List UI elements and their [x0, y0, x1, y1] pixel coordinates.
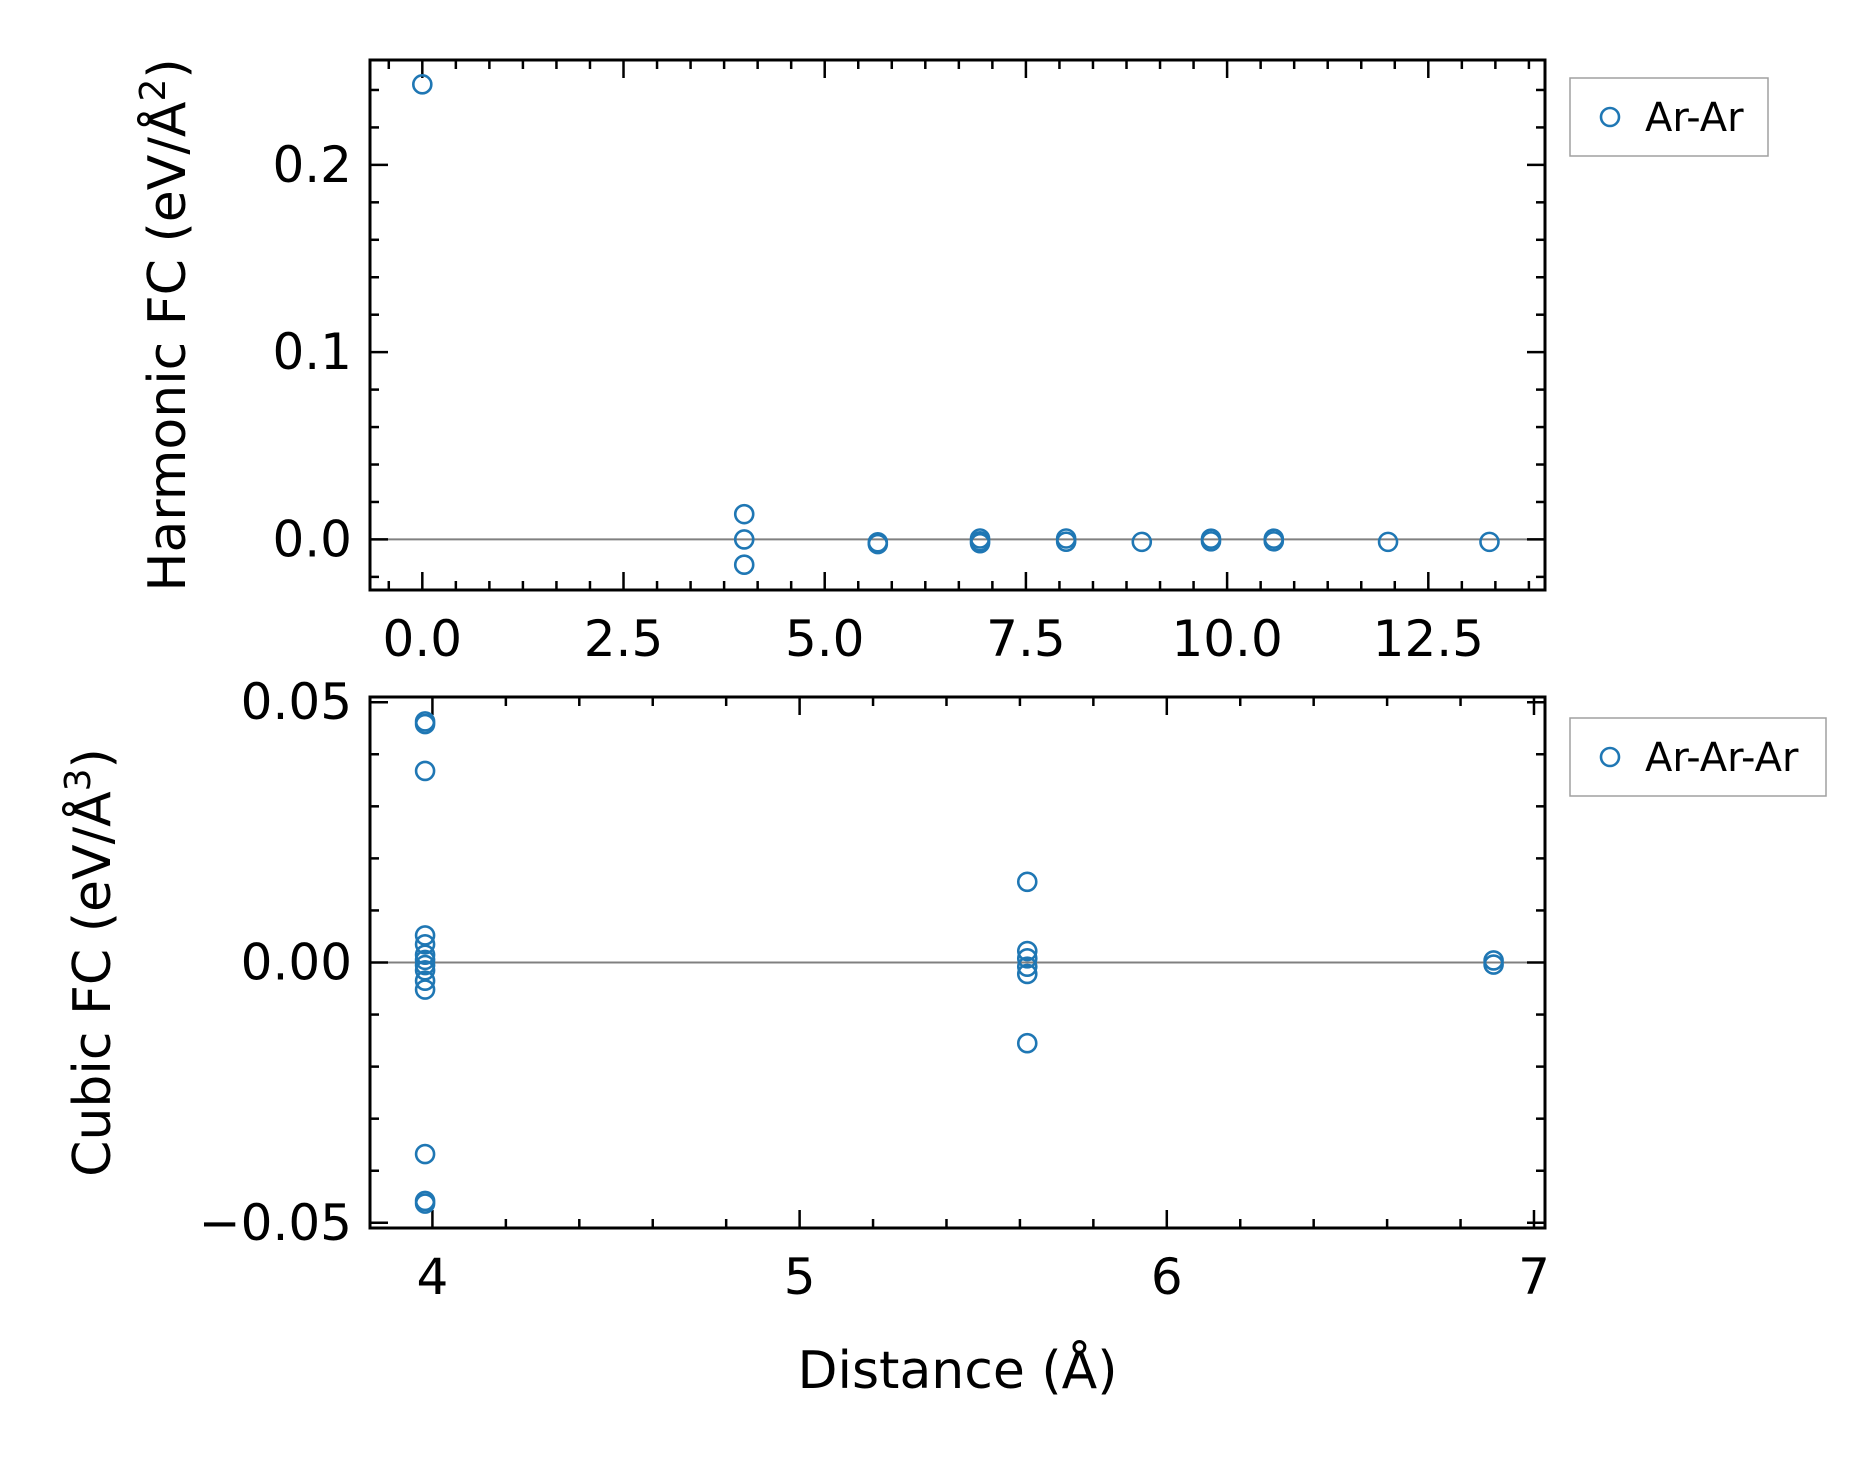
x-tick-label: 2.5: [584, 610, 664, 668]
data-point: [1131, 531, 1153, 553]
legend: Ar-Ar: [1569, 77, 1769, 157]
data-point: [733, 503, 755, 525]
x-tick-label: 5.0: [785, 610, 865, 668]
data-point: [733, 554, 755, 576]
data-point: [1016, 1032, 1038, 1054]
x-tick-label: 7.5: [986, 610, 1066, 668]
y-tick-label: 0.00: [241, 934, 352, 992]
y-tick-label: 0.2: [272, 136, 352, 194]
cubic-fc-panel: 4 5 6 7 −0.05 0.00 0.05 Cubic FC (eV/Å3) Distanc…: [58, 673, 1827, 1401]
data-point: [1016, 940, 1038, 962]
legend-marker: [1599, 746, 1621, 768]
data-point: [1479, 531, 1500, 553]
legend: Ar-Ar-Ar: [1569, 717, 1827, 797]
y-tick-label: 0.0: [272, 510, 352, 568]
harmonic-fc-panel: 0.0 2.5 5.0 7.5 10.0 12.5 0.0 0.1 0.2 Harmonic FC…: [133, 58, 1769, 668]
y-axis-label: Harmonic FC (eV/Å2): [133, 58, 198, 591]
data-point: [414, 949, 436, 971]
y-tick-label: −0.05: [199, 1194, 352, 1252]
data-point: [733, 529, 755, 550]
x-tick-label: 5: [784, 1248, 816, 1306]
data-point: [1055, 531, 1077, 552]
x-tick-label: 4: [417, 1248, 449, 1306]
x-axis-label: Distance (Å): [797, 1339, 1117, 1401]
legend-box: [1569, 717, 1827, 797]
data-point: [412, 74, 433, 95]
data-point: [1016, 963, 1038, 985]
x-tick-label: 6: [1151, 1248, 1183, 1306]
data-point: [1377, 531, 1399, 553]
data-point: [867, 533, 889, 555]
y-axis-label: Cubic FC (eV/Å3): [58, 748, 123, 1177]
data-point: [414, 1193, 436, 1214]
data-point: [1483, 950, 1504, 971]
y-tick-label: 0.1: [272, 323, 352, 381]
x-tick-label: 7: [1518, 1248, 1550, 1306]
data-point: [414, 979, 436, 1000]
data-point: [1016, 948, 1038, 969]
data-point: [1263, 531, 1285, 552]
data-point: [414, 944, 436, 965]
plot-frame: [368, 695, 1547, 1230]
data-point: [414, 970, 436, 992]
data-point: [414, 713, 436, 735]
data-point: [414, 760, 436, 782]
legend-label: Ar-Ar-Ar: [1645, 735, 1799, 781]
data-point: [1016, 871, 1038, 893]
data-point: [1483, 954, 1504, 975]
data-point: [969, 532, 991, 554]
data-point: [1200, 531, 1222, 552]
data-point: [414, 1143, 436, 1165]
x-tick-label: 10.0: [1171, 610, 1282, 668]
data-point: [1016, 956, 1038, 977]
x-tick-label: 0.0: [383, 610, 463, 668]
legend-box: [1569, 77, 1769, 157]
legend-label: Ar-Ar: [1645, 95, 1744, 141]
data-point: [414, 954, 436, 976]
data-point: [414, 933, 436, 955]
plot-frame: [368, 58, 1547, 592]
legend-marker: [1599, 106, 1621, 128]
x-tick-label: 12.5: [1373, 610, 1484, 668]
y-tick-label: 0.05: [241, 673, 352, 731]
